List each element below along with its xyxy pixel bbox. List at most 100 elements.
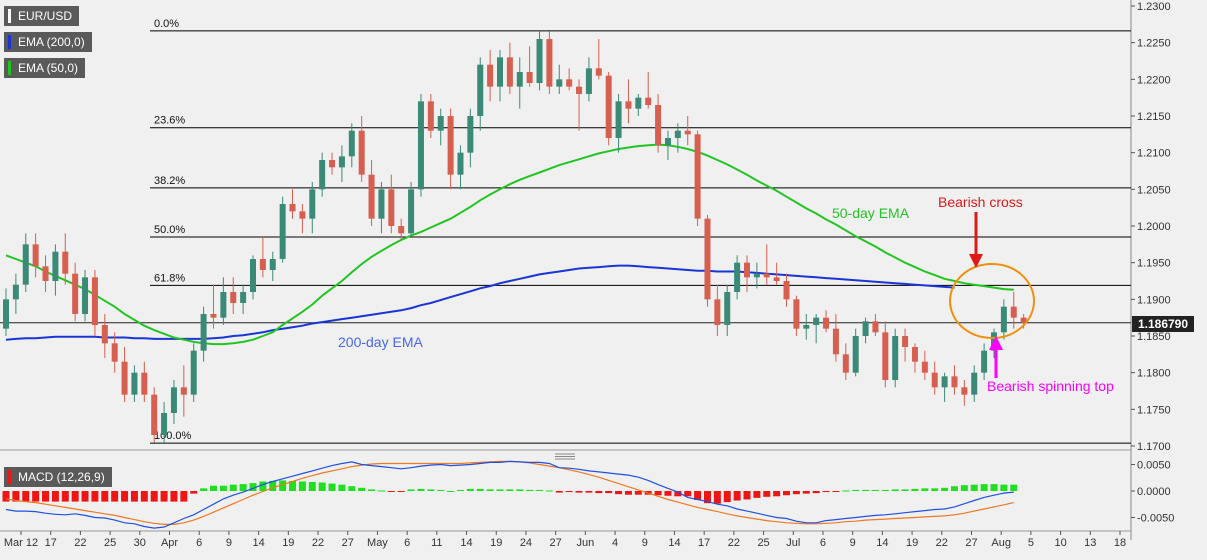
legend-macd[interactable]: MACD (12,26,9) <box>4 467 112 487</box>
candle <box>388 174 395 234</box>
candle-body <box>1020 317 1027 323</box>
macd-histogram-bar <box>1010 484 1018 491</box>
macd-histogram-bar <box>802 491 810 494</box>
candle <box>447 108 454 190</box>
candle-body <box>576 86 583 94</box>
candle-body <box>694 134 701 219</box>
macd-histogram-bar <box>160 491 168 502</box>
macd-histogram-bar <box>634 491 642 495</box>
macd-histogram-bar <box>871 489 879 491</box>
candle <box>941 372 948 402</box>
macd-histogram-bar <box>377 490 385 492</box>
candle-body <box>309 189 316 219</box>
candle-body <box>981 350 988 373</box>
legend-pair[interactable]: EUR/USD <box>4 6 80 26</box>
candle-body <box>338 156 345 168</box>
legend-ema50-label: EMA (50,0) <box>18 61 79 75</box>
candle <box>763 244 770 285</box>
candle <box>427 94 434 138</box>
candle <box>832 314 839 362</box>
candle-body <box>32 244 39 267</box>
ema50-line <box>5 143 1014 346</box>
candle <box>12 273 19 314</box>
time-tick-label: 5 <box>1028 537 1034 549</box>
macd-histogram-bar <box>516 489 524 491</box>
macd-histogram-bar <box>792 491 800 495</box>
candle <box>477 57 484 131</box>
candle-body <box>655 105 662 146</box>
candle <box>526 46 533 87</box>
candle <box>645 72 652 109</box>
candle <box>319 152 326 197</box>
candle <box>82 270 89 322</box>
candle <box>744 255 750 292</box>
candle-body <box>497 57 503 87</box>
price-tick-label: 1.1850 <box>1137 331 1171 343</box>
macd-histogram-bar <box>111 491 119 502</box>
candle-body <box>457 152 464 175</box>
candle-body <box>546 39 553 87</box>
macd-histogram-bar <box>703 491 711 504</box>
macd-histogram-bar <box>42 491 50 502</box>
macd-histogram-bar <box>694 491 702 500</box>
price-tick-label: 1.1700 <box>1137 441 1171 453</box>
macd-histogram-bar <box>348 486 356 491</box>
candle-body <box>299 211 306 219</box>
candle <box>546 31 553 94</box>
candle <box>299 204 306 234</box>
candle-body <box>585 68 592 94</box>
macd-histogram-bar <box>763 491 771 497</box>
candle-body <box>368 174 375 219</box>
candle-body <box>101 325 108 344</box>
candle <box>309 182 316 234</box>
macd-histogram-bar <box>713 491 721 504</box>
candle-body <box>240 292 247 303</box>
macd-histogram-bar <box>822 491 830 493</box>
legend-ema50[interactable]: EMA (50,0) <box>4 58 86 78</box>
candle <box>338 145 345 182</box>
candle-body <box>388 189 395 226</box>
macd-histogram-bar <box>150 491 158 502</box>
candle-body <box>1010 306 1017 318</box>
macd-tick-label: 0.0050 <box>1137 460 1171 472</box>
macd-histogram-bar <box>200 488 208 491</box>
candle-body <box>823 317 830 329</box>
candle-body <box>842 354 849 373</box>
candle <box>1010 292 1017 329</box>
candle <box>793 295 800 336</box>
candle-body <box>12 284 19 300</box>
candle-body <box>566 79 573 87</box>
candle <box>664 130 671 160</box>
legend-ema200[interactable]: EMA (200,0) <box>4 32 92 52</box>
candle <box>961 380 968 406</box>
candle-body <box>971 372 978 395</box>
macd-histogram-bar <box>615 491 623 495</box>
candle <box>951 365 958 395</box>
candle <box>22 233 29 292</box>
time-tick-label: 25 <box>757 537 769 549</box>
time-tick-label: Aug <box>991 537 1011 549</box>
time-tick-label: Jun <box>576 537 594 549</box>
candle-body <box>378 189 385 219</box>
candle <box>694 130 701 226</box>
macd-histogram-bar <box>219 485 227 491</box>
macd-histogram-bar <box>990 484 998 491</box>
candle-body <box>190 350 197 395</box>
ema200-line <box>5 264 955 341</box>
candle-body <box>615 101 622 138</box>
candle <box>240 284 247 314</box>
fib-level-label: 38.2% <box>154 175 185 187</box>
candle <box>902 328 909 362</box>
time-tick-label: May <box>367 537 388 549</box>
candle-body <box>437 116 444 131</box>
candle <box>576 79 583 131</box>
macd-histogram-bar <box>140 491 148 502</box>
macd-histogram-bar <box>980 484 988 491</box>
macd-histogram-bar <box>71 491 79 502</box>
price-tick-label: 1.1950 <box>1137 258 1171 270</box>
macd-histogram-bar <box>773 491 781 497</box>
macd-histogram-bar <box>684 491 692 497</box>
candle <box>921 350 928 380</box>
candle-body <box>447 116 454 175</box>
